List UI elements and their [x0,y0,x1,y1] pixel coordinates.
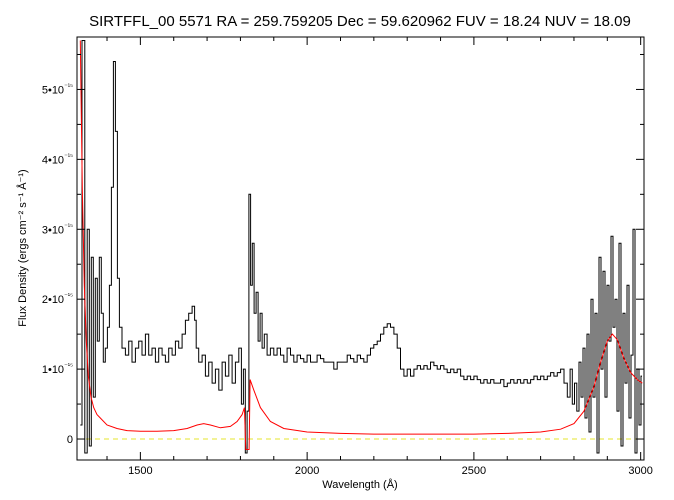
y-tick-label: 2•10⁻¹⁵ [42,293,73,306]
y-tick-label: 0 [67,434,73,446]
flux-spectrum-line [80,40,642,454]
error-spectrum-line [79,40,643,450]
y-tick-label: 4•10⁻¹⁵ [42,153,73,166]
x-tick-label: 3000 [628,465,652,477]
y-tick-label: 5•10⁻¹⁵ [42,83,73,96]
x-tick-label: 1500 [128,465,152,477]
chart-title: SIRTFFL_00 5571 RA = 259.759205 Dec = 59… [89,13,631,30]
x-axis-label: Wavelength (Å) [322,478,397,491]
y-axis-label: Flux Density (ergs cm⁻² s⁻¹ Å⁻¹) [16,169,29,326]
y-tick-label: 1•10⁻¹⁵ [42,363,73,376]
axis-ticks: 1500 2000 2500 3000 0 1•10⁻¹⁵ 2•10⁻¹⁵ 3•10⁻¹⁵ 4•… [42,37,653,477]
plot-area [77,40,644,454]
x-tick-label: 2000 [295,465,319,477]
plot-frame [76,36,645,461]
y-tick-label: 3•10⁻¹⁵ [42,223,73,236]
x-tick-label: 2500 [462,465,486,477]
